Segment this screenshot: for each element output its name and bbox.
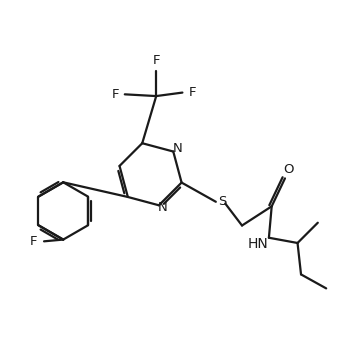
- Text: N: N: [158, 201, 168, 214]
- Text: F: F: [188, 86, 196, 99]
- Text: F: F: [30, 235, 37, 248]
- Text: F: F: [111, 88, 119, 101]
- Text: N: N: [172, 142, 182, 155]
- Text: O: O: [283, 163, 294, 176]
- Text: S: S: [218, 195, 226, 208]
- Text: F: F: [152, 54, 160, 67]
- Text: HN: HN: [247, 237, 268, 251]
